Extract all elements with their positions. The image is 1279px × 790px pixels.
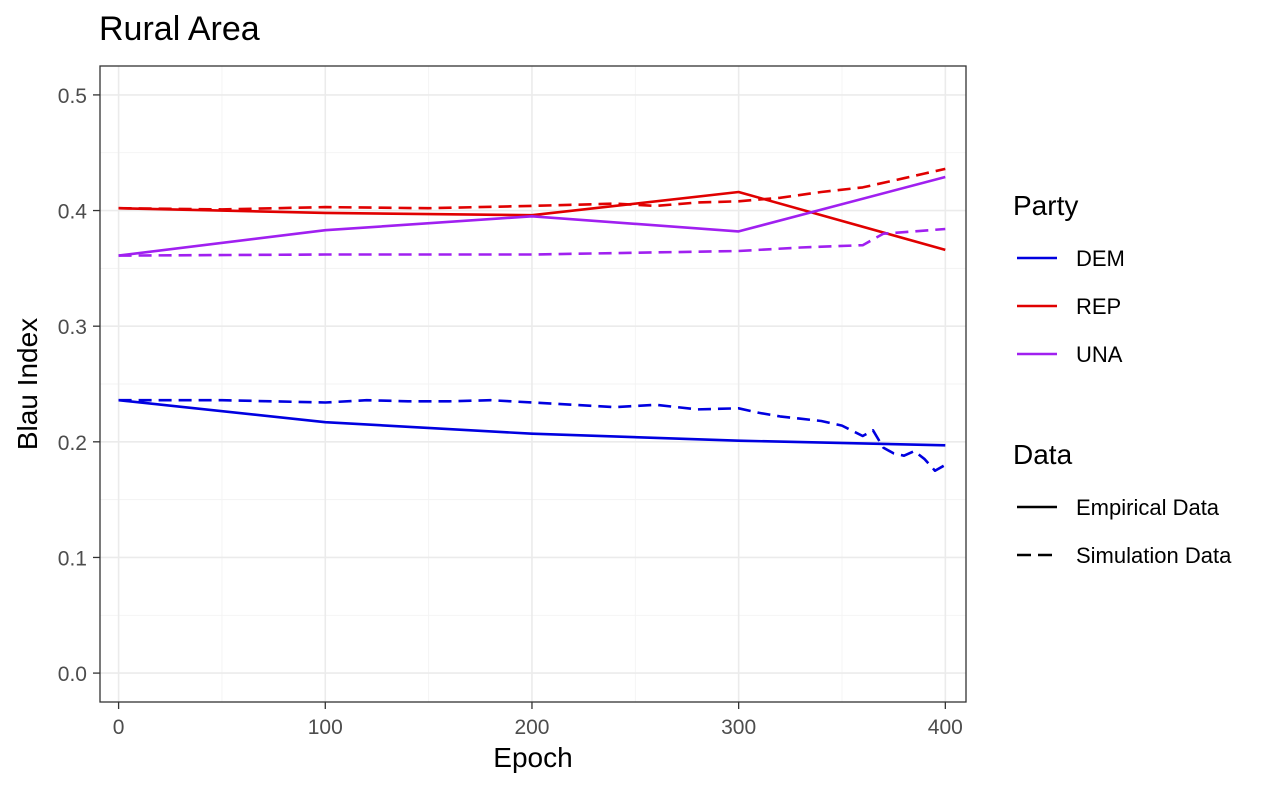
y-tick-label: 0.3 — [58, 316, 87, 339]
y-tick-label: 0.4 — [58, 201, 88, 224]
legend-label-simulation-data: Simulation Data — [1076, 543, 1232, 568]
series-lines — [118, 167, 946, 473]
axes: 0 100 200 300 400 0.0 0.1 0.2 0.3 0.4 0.5 — [58, 85, 963, 739]
legend-title: Data — [1013, 439, 1073, 470]
series-line-una-empirical-data — [118, 175, 946, 257]
x-tick-label: 300 — [721, 716, 756, 739]
y-tick-label: 0.1 — [58, 547, 87, 570]
legend-title: Party — [1013, 190, 1078, 221]
series-line-rep-simulation-data — [118, 167, 946, 211]
y-tick-label: 0.5 — [58, 85, 87, 108]
legend-party: Party DEM REP UNA — [1013, 190, 1125, 367]
y-axis-title: Blau Index — [12, 318, 43, 450]
panel-border — [99, 65, 967, 703]
chart-title: Rural Area — [99, 10, 260, 48]
x-tick-label: 200 — [514, 716, 549, 739]
legend-label-dem: DEM — [1076, 246, 1125, 271]
x-tick-label: 100 — [308, 716, 343, 739]
y-tick-label: 0.0 — [58, 663, 87, 686]
y-tick-label: 0.2 — [58, 432, 87, 455]
series-line-dem-simulation-data — [118, 398, 946, 473]
grid — [100, 66, 966, 702]
legend-label-una: UNA — [1076, 342, 1123, 367]
legend-label-rep: REP — [1076, 294, 1121, 319]
legend-label-empirical-data: Empirical Data — [1076, 495, 1220, 520]
series-line-una-simulation-data — [118, 227, 946, 257]
series-line-dem-empirical-data — [118, 398, 946, 447]
x-axis-title: Epoch — [493, 742, 572, 773]
x-tick-label: 400 — [928, 716, 963, 739]
x-tick-label: 0 — [113, 716, 125, 739]
